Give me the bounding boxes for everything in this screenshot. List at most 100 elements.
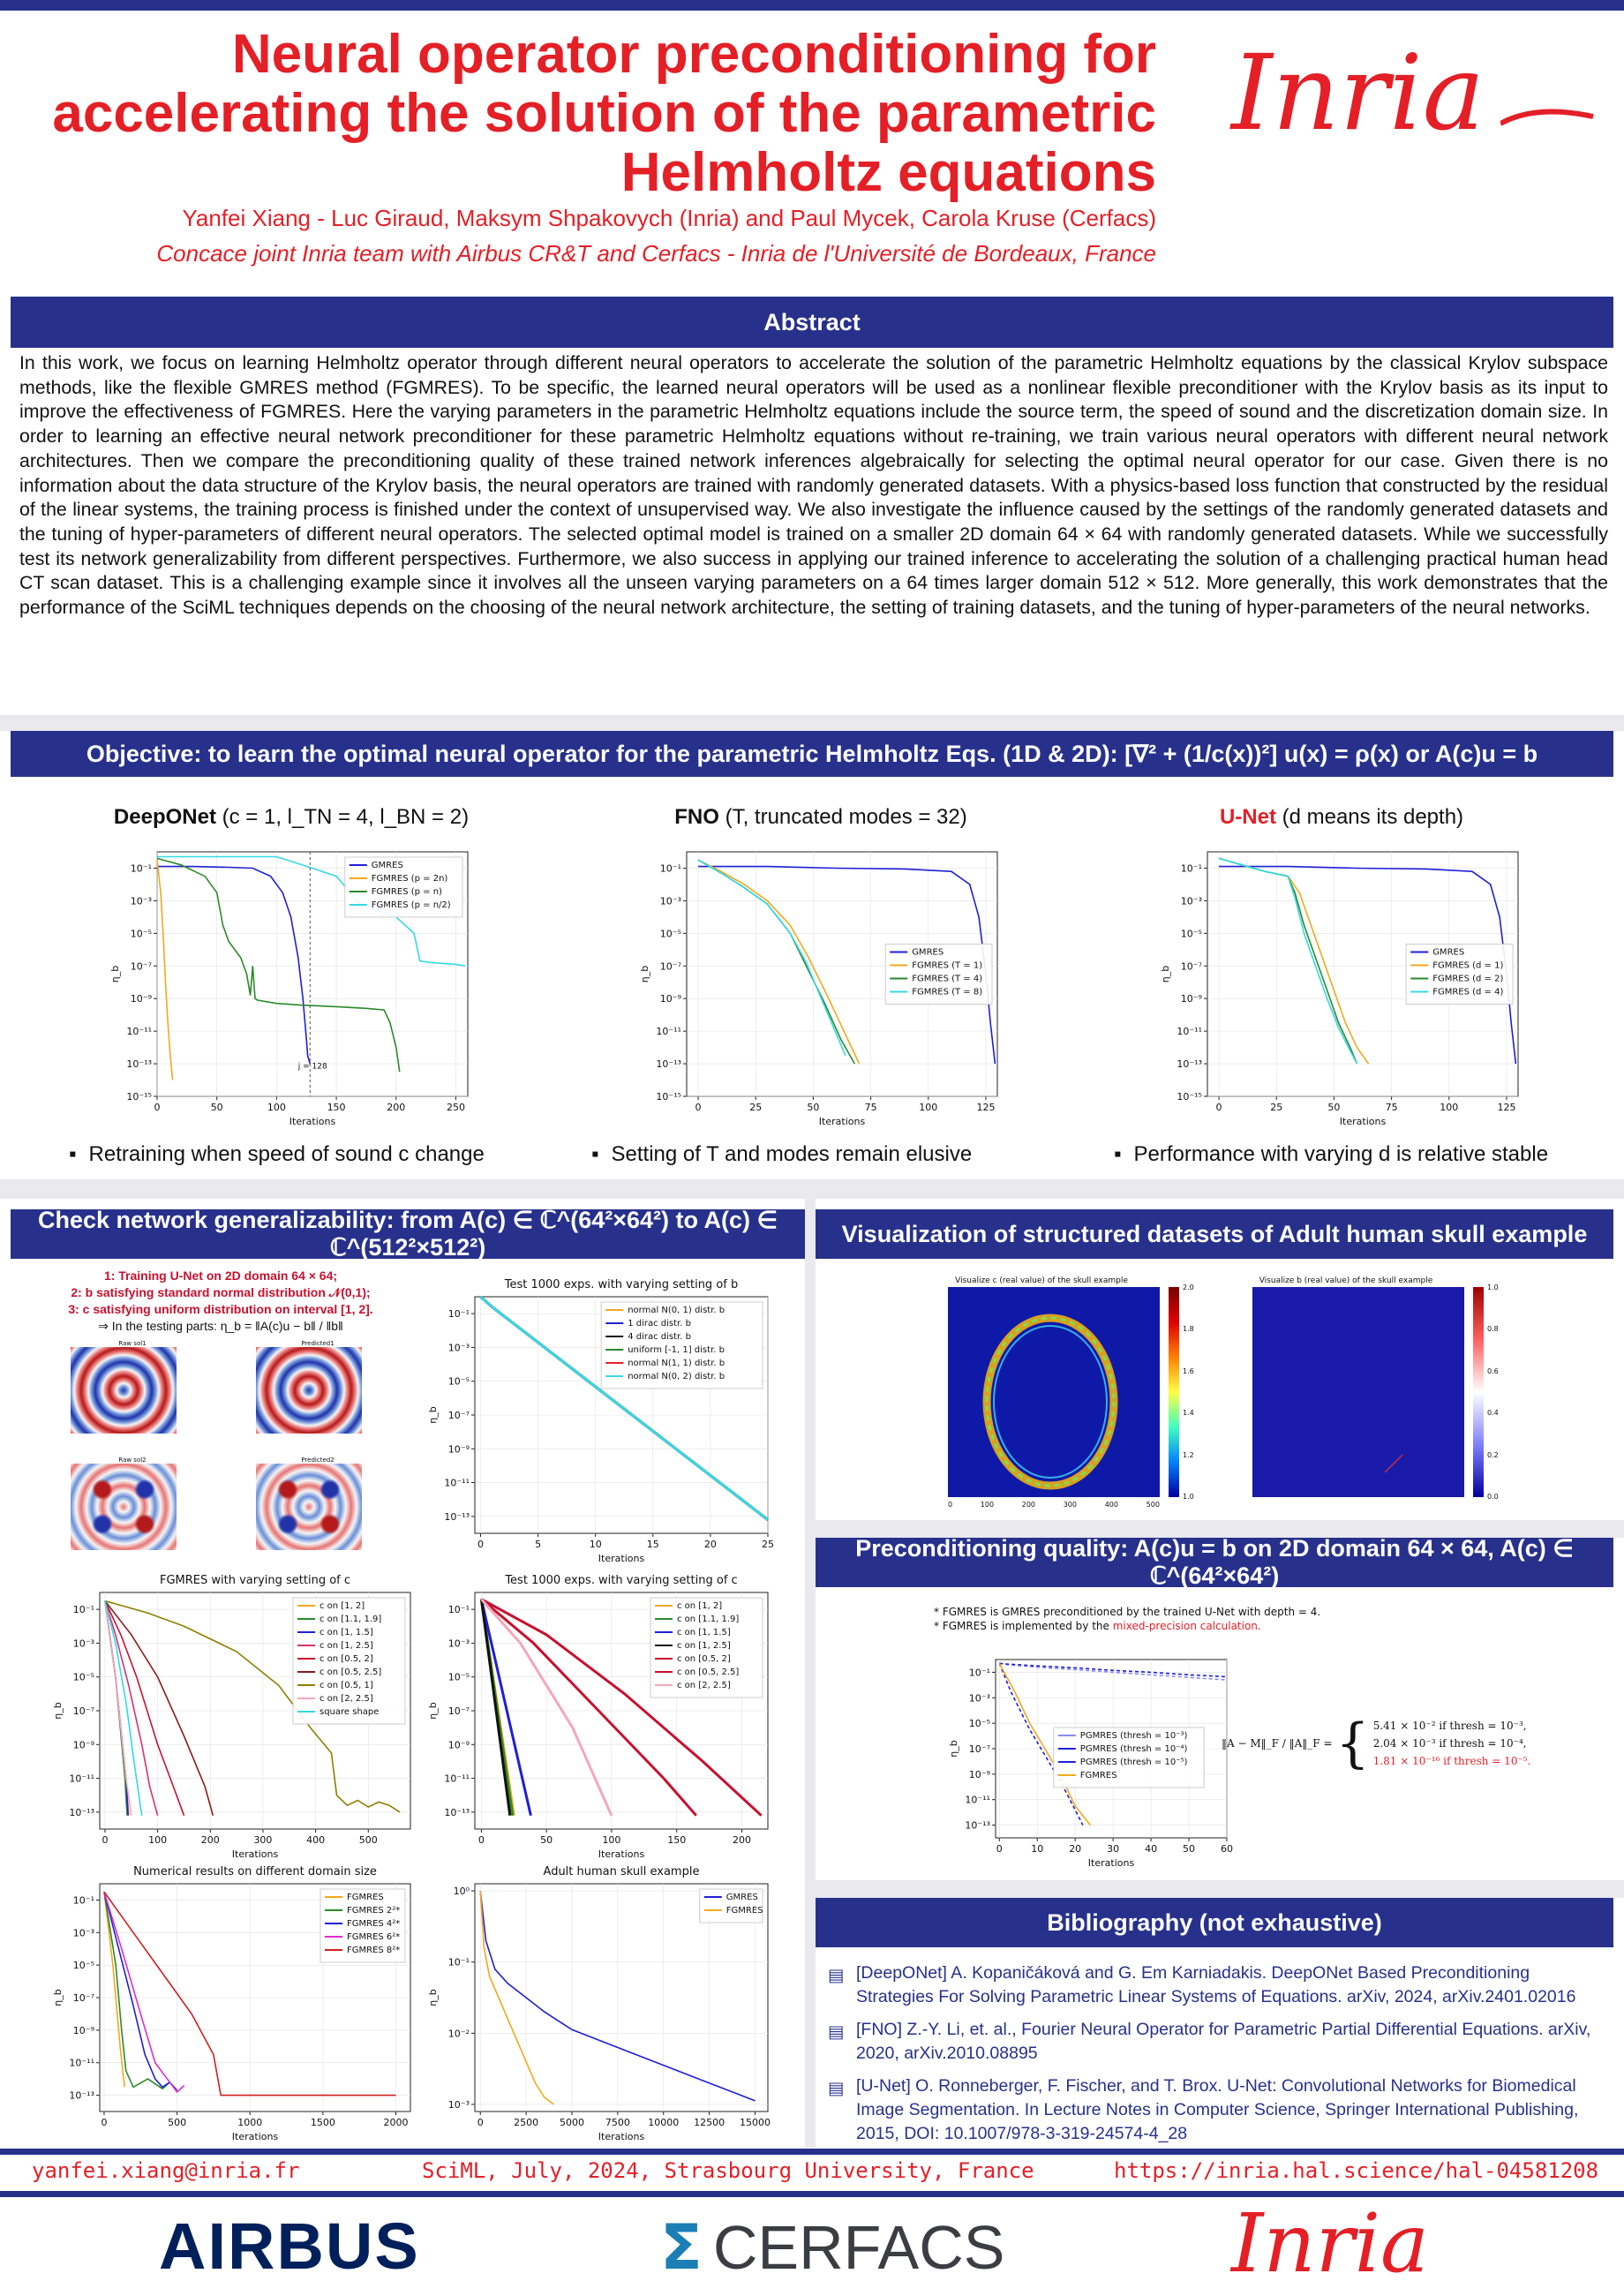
bib-item-fno[interactable]: ▤ [FNO] Z.-Y. Li, et. al., Fourier Neura…	[828, 2018, 1605, 2066]
deeponet-bullet: Retraining when speed of sound c change	[69, 1142, 485, 1167]
x-axis-label: Iterations	[232, 1848, 279, 1860]
domain-size-chart: Numerical results on different domain si…	[52, 1865, 411, 2142]
x-tick-label: 50	[211, 1102, 223, 1113]
x-tick-label: 75	[865, 1102, 877, 1113]
deeponet-name: DeepONet	[113, 805, 216, 829]
formula-lhs: ‖A − M‖_F / ‖A‖_F =	[1222, 1737, 1333, 1750]
x-tick-label: 0	[477, 1539, 484, 1550]
legend-label: PGMRES (thresh = 10⁻⁴)	[1080, 1744, 1188, 1754]
gutter	[816, 1880, 1624, 1898]
x-tick-label: 40	[1145, 1843, 1157, 1855]
x-tick-label: 15	[647, 1539, 659, 1550]
unet-chart: 0 25 50 75 100 125 10⁻¹ 10⁻³ 10⁻⁵ 10⁻⁷ 10⁻⁹ 10⁻¹¹ 10…	[1160, 851, 1519, 1127]
y-axis-label: η_b	[948, 1740, 959, 1757]
frobenius-formula: ‖A − M‖_F / ‖A‖_F = { 5.41 × 10⁻² if thr…	[1222, 1717, 1530, 1770]
x-tick-label: 500	[168, 2117, 186, 2128]
x-tick-label: 50	[807, 1102, 819, 1113]
skull-c-title: Visualize c (real value) of the skull ex…	[955, 1276, 1128, 1285]
y-axis-label: η_b	[427, 1406, 439, 1423]
series-line	[999, 1662, 1228, 1678]
book-icon: ▤	[828, 2079, 845, 2098]
cerfacs-logo: Σ CERFACS	[660, 2211, 1004, 2284]
tick: 0	[948, 1501, 953, 1509]
y-tick-label: 10⁻⁹	[73, 1739, 94, 1750]
x-tick-label: 100	[148, 1834, 167, 1846]
legend-label: c on [0.5, 2.5]	[677, 1667, 739, 1677]
fno-chart: 0 25 50 75 100 125 10⁻¹ 10⁻³ 10⁻⁵ 10⁻⁷ 10⁻⁹ 10⁻¹¹ 10…	[639, 851, 998, 1127]
y-tick-label: 10⁻¹³	[656, 1058, 681, 1070]
series-line	[104, 1600, 132, 1816]
legend-box	[699, 1888, 763, 1923]
legend-box	[884, 944, 993, 1005]
bib-item-unet[interactable]: ▤ [U-Net] O. Ronneberger, F. Fischer, an…	[828, 2074, 1605, 2146]
cbar-label: 0.2	[1487, 1450, 1499, 1459]
x-tick-label: 20	[1069, 1843, 1081, 1855]
x-axis-label: Iterations	[289, 1116, 336, 1127]
bib-text: [DeepONet] A. Kopaničáková and G. Em Kar…	[856, 1963, 1576, 2006]
series-line	[1218, 857, 1358, 1065]
y-tick-label: 10⁻¹	[1181, 862, 1202, 874]
legend-box	[344, 856, 463, 918]
y-tick-label: 10⁻⁵	[448, 1376, 470, 1388]
legend-label: square shape	[320, 1707, 379, 1717]
legend-label: c on [1, 1.5]	[677, 1628, 731, 1637]
plot-frame	[474, 1883, 769, 2112]
y-tick-label: 10⁻⁷	[969, 1743, 990, 1755]
series-line	[479, 1891, 756, 2102]
x-tick-label: 500	[359, 1834, 378, 1846]
x-tick-label: 200	[733, 1834, 751, 1846]
y-tick-label: 10⁻³	[448, 1637, 470, 1649]
y-tick-label: 10⁻¹	[131, 862, 152, 874]
y-tick-label: 10⁻⁵	[969, 1718, 990, 1729]
fno-name: FNO	[674, 805, 719, 829]
cbar-label: 0.6	[1487, 1366, 1499, 1375]
skull-b-title: Visualize b (real value) of the skull ex…	[1259, 1276, 1433, 1285]
precond-notes: * FGMRES is GMRES preconditioned by the …	[934, 1605, 1320, 1633]
x-tick-label: 0	[154, 1102, 161, 1113]
x-tick-label: 400	[306, 1834, 325, 1846]
series-line	[697, 859, 855, 1065]
series-line	[103, 1892, 170, 2090]
cbar-label: 1.0	[1183, 1492, 1194, 1501]
precond-note-1: * FGMRES is GMRES preconditioned by the …	[934, 1606, 1321, 1618]
y-tick-label: 10⁻⁷	[73, 1705, 94, 1717]
chart-title: Numerical results on different domain si…	[133, 1865, 377, 1878]
legend-label: c on [2, 2.5]	[677, 1681, 731, 1690]
y-tick-label: 10⁻⁹	[131, 993, 152, 1005]
thumb-predicted2: Predicted2	[256, 1457, 380, 1554]
legend-label: c on [1, 2]	[677, 1601, 722, 1611]
book-icon: ▤	[828, 1966, 845, 1985]
x-tick-label: 125	[1497, 1102, 1515, 1113]
x-tick-label: 0	[996, 1843, 1003, 1855]
legend-label: FGMRES (T = 8)	[912, 988, 982, 997]
legend-label: FGMRES (T = 1)	[912, 961, 982, 971]
bib-item-deeponet[interactable]: ▤ [DeepONet] A. Kopaničáková and G. Em K…	[828, 1961, 1605, 2009]
y-axis-label: η_b	[639, 966, 650, 982]
x-tick-label: 12500	[694, 2117, 725, 2128]
fno-bullet: Setting of T and modes remain elusive	[591, 1142, 973, 1167]
series-line	[104, 1600, 401, 1813]
series-line	[103, 1891, 185, 2094]
y-axis-label: η_b	[427, 1702, 439, 1719]
y-axis-label: η_b	[52, 1702, 64, 1719]
wave-image	[256, 1464, 362, 1550]
legend-label: c on [1.1, 1.9]	[320, 1615, 381, 1624]
gutter	[805, 1199, 816, 2148]
legend-label: FGMRES (d = 4)	[1432, 988, 1503, 997]
x-tick-label: 10	[1031, 1843, 1043, 1855]
cbar-label: 1.6	[1183, 1366, 1194, 1375]
tick: 100	[980, 1501, 995, 1509]
footer-email[interactable]: yanfei.xiang@inria.fr	[32, 2158, 300, 2183]
legend-label: FGMRES (p = n/2)	[372, 900, 451, 910]
bib-text: [U-Net] O. Ronneberger, F. Fischer, and …	[856, 2076, 1579, 2143]
footer-url[interactable]: https://inria.hal.science/hal-04581208	[1114, 2158, 1599, 2183]
legend-label: FGMRES (p = 2n)	[372, 874, 448, 884]
y-tick-label: 10⁻³	[448, 1342, 470, 1353]
gutter	[816, 1520, 1624, 1538]
x-tick-label: 0	[695, 1102, 702, 1113]
legend-label: FGMRES 6²*	[347, 1932, 400, 1942]
x-tick-label: 50	[1327, 1102, 1340, 1113]
footer-band-bottom	[0, 2191, 1624, 2197]
x-axis-label: Iterations	[232, 2131, 279, 2142]
skull-c-colorbar	[1169, 1287, 1179, 1497]
